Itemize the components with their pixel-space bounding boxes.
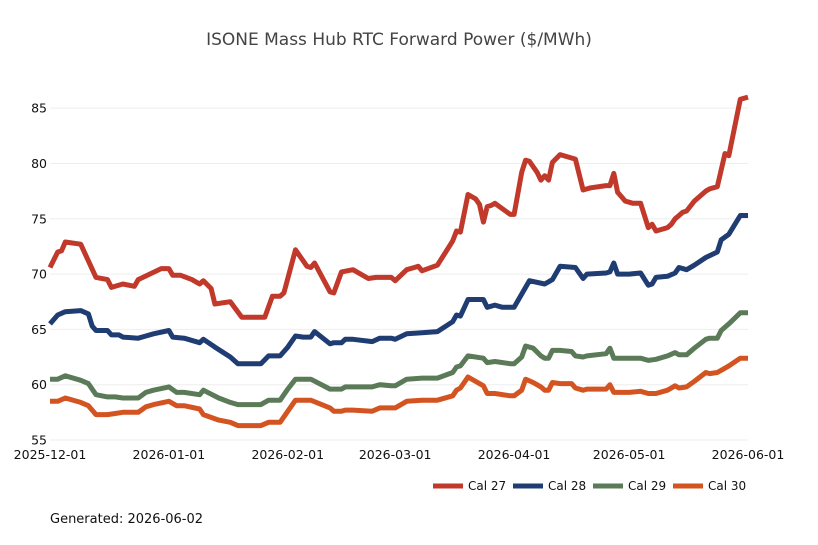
y-axis-ticks: 55 60 65 70 75 80 85 (31, 101, 47, 448)
x-tick-label: 2026-02-01 (251, 447, 324, 462)
y-tick-label: 70 (31, 267, 47, 282)
y-tick-label: 55 (31, 433, 47, 448)
y-tick-label: 65 (31, 322, 47, 337)
y-tick-label: 85 (31, 101, 47, 116)
series-line-cal-28 (48, 213, 748, 367)
series-lines (47, 94, 749, 429)
x-tick-label: 2026-03-01 (359, 447, 432, 462)
series-line-cal-30 (50, 355, 748, 429)
y-tick-label: 60 (31, 377, 47, 392)
y-tick-label: 80 (31, 156, 47, 171)
series-line-cal-27 (47, 94, 749, 320)
y-tick-label: 75 (31, 211, 47, 226)
legend: Cal 27 Cal 28 Cal 29 Cal 30 (433, 479, 746, 493)
legend-label: Cal 29 (628, 479, 666, 493)
x-tick-label: 2026-04-01 (478, 447, 551, 462)
legend-label: Cal 27 (468, 479, 506, 493)
legend-label: Cal 28 (548, 479, 586, 493)
series-line-cal-29 (50, 310, 748, 408)
x-axis-ticks: 2025-12-01 2026-01-01 2026-02-01 2026-03-01… (14, 447, 785, 462)
x-tick-label: 2026-05-01 (593, 447, 666, 462)
chart-title: ISONE Mass Hub RTC Forward Power ($/MWh) (206, 30, 592, 50)
generated-footer: Generated: 2026-06-02 (50, 512, 204, 527)
x-tick-label: 2026-06-01 (712, 447, 785, 462)
x-tick-label: 2025-12-01 (14, 447, 87, 462)
x-tick-label: 2026-01-01 (133, 447, 206, 462)
legend-label: Cal 30 (708, 479, 746, 493)
